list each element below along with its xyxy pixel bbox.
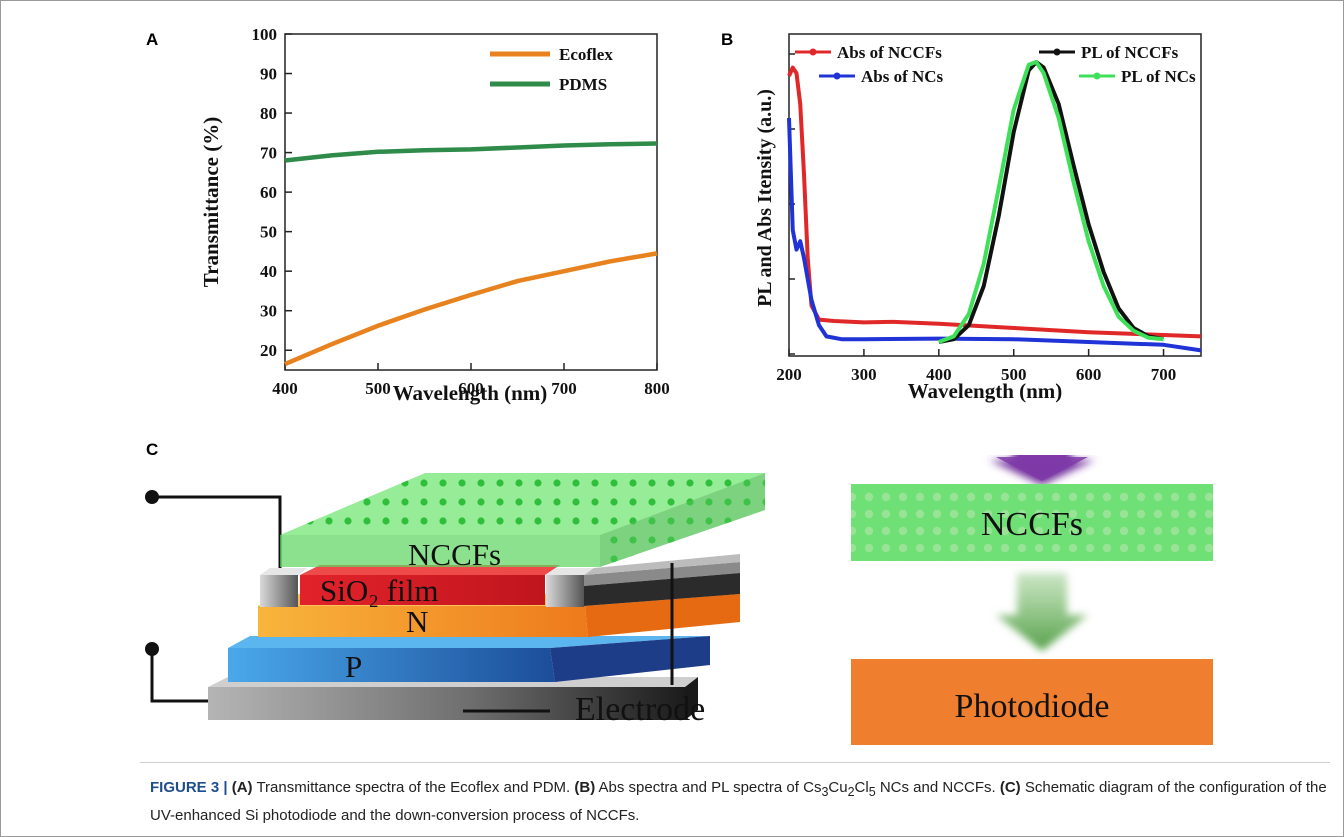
top-electrode-left <box>260 568 308 607</box>
chart-b-xlabel: Wavelength (nm) <box>908 379 1063 403</box>
panel-label-b: B <box>721 30 734 49</box>
schematic-photodiode: P N SiO₂ film NCCFs Electrode <box>145 455 1213 745</box>
caption-part-a-text: Transmittance spectra of the Ecoflex and… <box>256 779 571 796</box>
chart-b-series-abs-of-ncs <box>787 117 1202 353</box>
caption-part-b-text2: NCs and NCCFs. <box>879 779 996 796</box>
nccfs-box-label: NCCFs <box>981 506 1083 543</box>
chart-b-xtick-label: 500 <box>1001 365 1027 384</box>
chart-a-ytick-label: 30 <box>260 302 277 321</box>
caption-figure-number: FIGURE 3 | <box>150 779 228 796</box>
chart-a-ytick-label: 40 <box>260 262 277 281</box>
caption-cl: Cl <box>854 779 869 796</box>
nccfs-film-layer: NCCFs <box>280 473 765 572</box>
caption-sub-2: 2 <box>847 785 855 799</box>
chart-a-ytick-label: 70 <box>260 144 277 163</box>
chart-b-legend-marker <box>833 72 841 80</box>
chart-b-legend-label: PL of NCs <box>1121 67 1196 86</box>
chart-b-xtick-label: 400 <box>926 365 952 384</box>
chart-b-series-abs-of-nccfs <box>787 65 1202 339</box>
chart-b-ylabel: PL and Abs Itensity (a.u.) <box>754 89 776 307</box>
electrode-label: Electrode <box>575 691 705 728</box>
sio2-film-label: SiO₂ film <box>320 573 438 608</box>
chart-b-abs-pl: 200 300 400 500 600 700 Abs of NCCFs Abs of NC… <box>754 33 1202 403</box>
chart-b-xtick-label: 600 <box>1076 365 1102 384</box>
caption-part-a-label: (A) <box>231 779 253 796</box>
nccfs-box: NCCFs <box>851 484 1213 561</box>
chart-a-legend-label: Ecoflex <box>559 45 613 64</box>
chart-b-plot-area <box>788 33 1202 357</box>
caption-part-c-text: Schematic diagram of the configuration o… <box>150 779 1327 824</box>
chart-b-legend-label: Abs of NCs <box>861 67 944 86</box>
chart-b-legend-marker <box>809 48 817 56</box>
p-layer-label: P <box>345 649 362 684</box>
terminal-bottom <box>145 642 159 656</box>
chart-b-legend-marker <box>1053 48 1061 56</box>
chart-a-xtick-label: 700 <box>551 379 577 398</box>
chart-a-ytick-label: 90 <box>260 65 277 84</box>
chart-a-ylabel: Transmittance (%) <box>199 117 223 288</box>
chart-a-ytick-label: 60 <box>260 183 277 202</box>
chart-a-xtick-label: 500 <box>365 379 391 398</box>
chart-a-xtick-label: 400 <box>272 379 298 398</box>
chart-a-ytick-label: 50 <box>260 223 277 242</box>
caption-part-c-label: (C) <box>999 779 1021 796</box>
figure-caption: FIGURE 3 | (A) Transmittance spectra of … <box>150 776 1330 828</box>
uv-arrow-purple-core <box>996 455 1088 481</box>
chart-a-ytick-label: 100 <box>252 25 278 44</box>
chart-b-series-pl-of-ncs <box>938 60 1164 344</box>
green-arrow <box>996 573 1088 651</box>
chart-a-xtick-label: 600 <box>458 379 484 398</box>
chart-a-transmittance: 20 30 40 50 60 70 80 90 100 400 500 600 700 800 Ecof… <box>199 25 670 405</box>
photodiode-box-label: Photodiode <box>955 688 1110 725</box>
chart-b-legend-label: PL of NCCFs <box>1081 43 1179 62</box>
top-electrode-right <box>546 554 740 607</box>
caption-separator <box>140 762 1330 763</box>
chart-a-ytick-label: 80 <box>260 104 277 123</box>
p-layer: P <box>228 636 710 684</box>
chart-b-xtick-label: 200 <box>776 365 802 384</box>
caption-sub-3: 3 <box>821 785 829 799</box>
panel-label-c: C <box>146 440 159 459</box>
caption-cu: Cu <box>828 779 848 796</box>
chart-a-xlabel: Wavelength (nm) <box>393 381 548 405</box>
chart-a-series-pdms <box>284 141 658 163</box>
nccfs-film-label: NCCFs <box>408 537 501 572</box>
panel-label-a: A <box>146 30 159 49</box>
chart-b-legend-label: Abs of NCCFs <box>837 43 942 62</box>
chart-a-ytick-label: 20 <box>260 341 277 360</box>
chart-a-legend-label: PDMS <box>559 75 607 94</box>
sio2-film-layer: SiO₂ film <box>300 565 560 608</box>
caption-part-b-label: (B) <box>574 779 596 796</box>
photodiode-box: Photodiode <box>851 659 1213 745</box>
n-layer-label: N <box>406 604 428 639</box>
chart-a-series-ecoflex <box>284 251 658 367</box>
chart-b-series-pl-of-nccfs <box>938 60 1164 344</box>
wire-bottom <box>150 649 208 703</box>
chart-b-xtick-label: 300 <box>851 365 877 384</box>
chart-b-legend-marker <box>1093 72 1101 80</box>
chart-a-xtick-label: 800 <box>644 379 670 398</box>
wire-top <box>152 495 282 577</box>
terminal-top <box>145 490 159 504</box>
chart-b-xtick-label: 700 <box>1151 365 1177 384</box>
caption-part-b-text1: Abs spectra and PL spectra of Cs <box>598 779 822 796</box>
caption-sub-5: 5 <box>868 785 876 799</box>
